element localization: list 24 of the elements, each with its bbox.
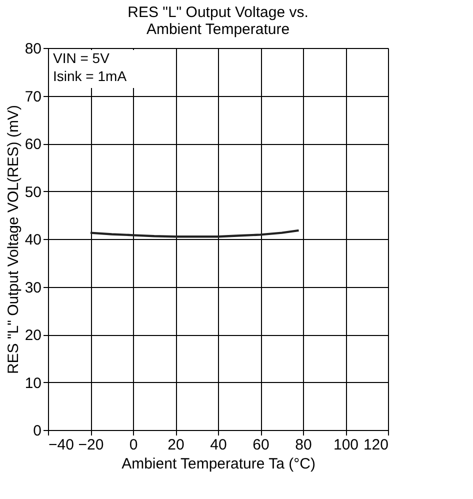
x-tick-label: 20 bbox=[168, 436, 184, 454]
chart-title: RES "L" Output Voltage vs. Ambient Temperature bbox=[128, 4, 308, 38]
annotation: VIN = 5V bbox=[53, 50, 110, 66]
x-axis-title: Ambient Temperature Ta (°C) bbox=[122, 456, 316, 472]
y-tick-label: 10 bbox=[24, 374, 42, 392]
annotation: Isink = 1mA bbox=[53, 68, 128, 84]
x-tick-label: 40 bbox=[210, 436, 227, 454]
x-tick-label: 60 bbox=[252, 436, 270, 454]
y-tick-label: 0 bbox=[33, 422, 42, 440]
y-tick-label: 70 bbox=[24, 88, 42, 106]
y-tick-label: 20 bbox=[24, 327, 42, 344]
x-tick-label: −20 bbox=[78, 436, 104, 454]
y-axis-title: RES "L" Output Voltage VOL(RES) (mV) bbox=[4, 104, 22, 374]
y-tick-label: 40 bbox=[24, 232, 42, 248]
x-tick-label: 80 bbox=[295, 436, 312, 454]
y-tick-label: 80 bbox=[24, 40, 42, 58]
y-tick-label: 50 bbox=[24, 184, 42, 201]
x-tick-label: 120 bbox=[363, 436, 388, 454]
line-series bbox=[89, 229, 300, 238]
x-tick-label: −40 bbox=[48, 436, 74, 454]
x-tick-label: 0 bbox=[129, 436, 138, 454]
y-tick-label: 60 bbox=[24, 136, 42, 153]
y-tick-label: 30 bbox=[24, 279, 42, 296]
x-tick-label: 100 bbox=[333, 436, 359, 454]
